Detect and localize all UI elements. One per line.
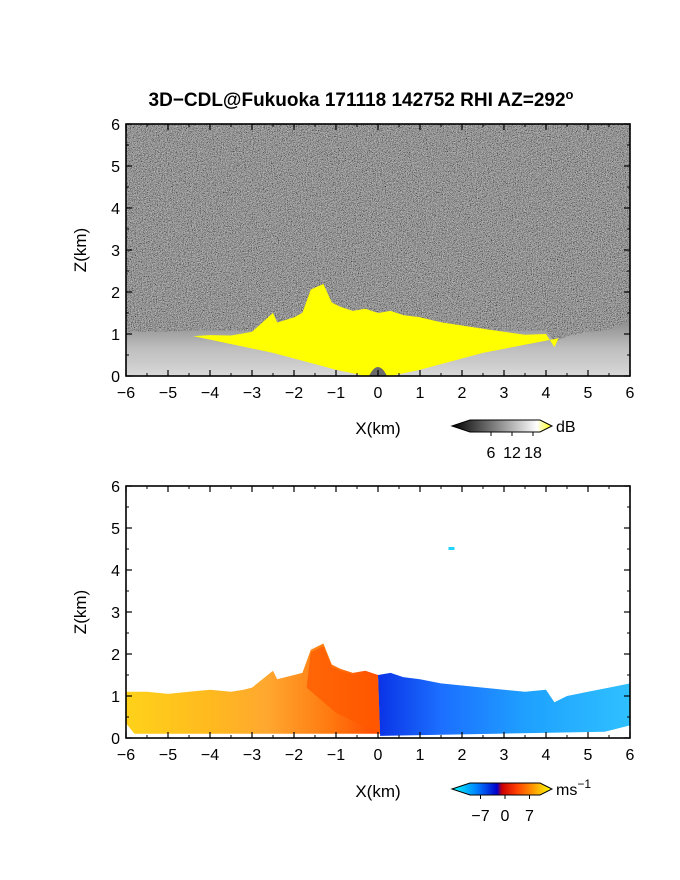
y-ticks: 0 1 2 3 4 5 6 bbox=[111, 117, 630, 386]
x-tick-label: 1 bbox=[416, 385, 425, 402]
colorbar-unit: dB bbox=[556, 419, 576, 436]
colorbar-tick-label: 0 bbox=[501, 808, 510, 825]
x-ticks: −6 −5 −4 −3 −2 −1 0 1 2 3 4 5 6 bbox=[117, 124, 635, 402]
colorbar-ramp bbox=[450, 782, 554, 796]
colorbar-unit: ms−1 bbox=[556, 777, 591, 799]
y-tick-label: 3 bbox=[111, 243, 120, 260]
y-tick-label: 1 bbox=[111, 327, 120, 344]
x-tick-label: −4 bbox=[201, 747, 219, 764]
x-tick-label: 3 bbox=[500, 385, 509, 402]
y-tick-label: 2 bbox=[111, 285, 120, 302]
colorbar-tick-label: 12 bbox=[503, 445, 521, 462]
y-tick-label: 6 bbox=[111, 117, 120, 134]
colorbar-ticks: 6 12 18 bbox=[487, 432, 542, 462]
x-tick-label: −3 bbox=[243, 385, 261, 402]
x-tick-label: −1 bbox=[327, 385, 345, 402]
colorbar-tick-label: 7 bbox=[525, 808, 534, 825]
reflectivity-panel: −6 −5 −4 −3 −2 −1 0 1 2 3 4 5 6 0 1 2 3 4 5 6 bbox=[111, 117, 634, 402]
y-axis-label: Z(km) bbox=[71, 228, 90, 272]
y-tick-label: 6 bbox=[111, 479, 120, 496]
y-tick-label: 4 bbox=[111, 201, 120, 218]
x-tick-label: 4 bbox=[542, 385, 551, 402]
y-tick-label: 2 bbox=[111, 647, 120, 664]
y-ticks: 0 1 2 3 4 5 6 bbox=[111, 479, 630, 748]
y-tick-label: 3 bbox=[111, 605, 120, 622]
x-tick-label: −6 bbox=[117, 385, 135, 402]
colorbar-ramp bbox=[450, 419, 554, 433]
x-tick-label: 5 bbox=[584, 747, 593, 764]
y-tick-label: 4 bbox=[111, 563, 120, 580]
y-tick-label: 1 bbox=[111, 689, 120, 706]
y-axis-label: Z(km) bbox=[71, 590, 90, 634]
x-tick-label: −5 bbox=[159, 385, 177, 402]
x-tick-label: 0 bbox=[374, 747, 383, 764]
x-axis-label: X(km) bbox=[355, 419, 400, 438]
x-tick-label: −5 bbox=[159, 747, 177, 764]
colorbar-tick-label: 18 bbox=[524, 445, 542, 462]
y-tick-label: 5 bbox=[111, 159, 120, 176]
colorbar-ticks: −7 0 7 bbox=[471, 795, 534, 825]
colorbar-tick-label: 6 bbox=[487, 445, 496, 462]
x-tick-label: 1 bbox=[416, 747, 425, 764]
chart-title: 3D−CDL@Fukuoka 171118 142752 RHI AZ=292o bbox=[149, 87, 574, 111]
colorbar-tick-label: −7 bbox=[471, 808, 489, 825]
y-tick-label: 5 bbox=[111, 521, 120, 538]
x-axis-label: X(km) bbox=[355, 782, 400, 801]
strong-receding-core bbox=[306, 646, 381, 734]
x-tick-label: 2 bbox=[458, 385, 467, 402]
x-tick-label: 4 bbox=[542, 747, 551, 764]
velocity-colorbar: −7 0 7 ms−1 bbox=[450, 777, 591, 825]
isolated-echo bbox=[448, 547, 455, 550]
x-tick-label: 6 bbox=[626, 385, 635, 402]
x-tick-label: 2 bbox=[458, 747, 467, 764]
x-tick-label: −1 bbox=[327, 747, 345, 764]
x-ticks: −6 −5 −4 −3 −2 −1 0 1 2 3 4 5 6 bbox=[117, 486, 635, 764]
reflectivity-colorbar: 6 12 18 dB bbox=[450, 419, 576, 462]
x-tick-label: 3 bbox=[500, 747, 509, 764]
x-tick-label: 6 bbox=[626, 747, 635, 764]
x-tick-label: −6 bbox=[117, 747, 135, 764]
approaching-velocity-region bbox=[378, 672, 630, 736]
velocity-panel: −6 −5 −4 −3 −2 −1 0 1 2 3 4 5 6 0 1 2 3 4 5 6 bbox=[111, 479, 634, 764]
x-tick-label: −2 bbox=[285, 747, 303, 764]
x-tick-label: 5 bbox=[584, 385, 593, 402]
x-tick-label: −2 bbox=[285, 385, 303, 402]
x-tick-label: 0 bbox=[374, 385, 383, 402]
y-tick-label: 0 bbox=[111, 369, 120, 386]
saturated-core-region bbox=[193, 284, 559, 376]
x-tick-label: −4 bbox=[201, 385, 219, 402]
x-tick-label: −3 bbox=[243, 747, 261, 764]
y-tick-label: 0 bbox=[111, 731, 120, 748]
